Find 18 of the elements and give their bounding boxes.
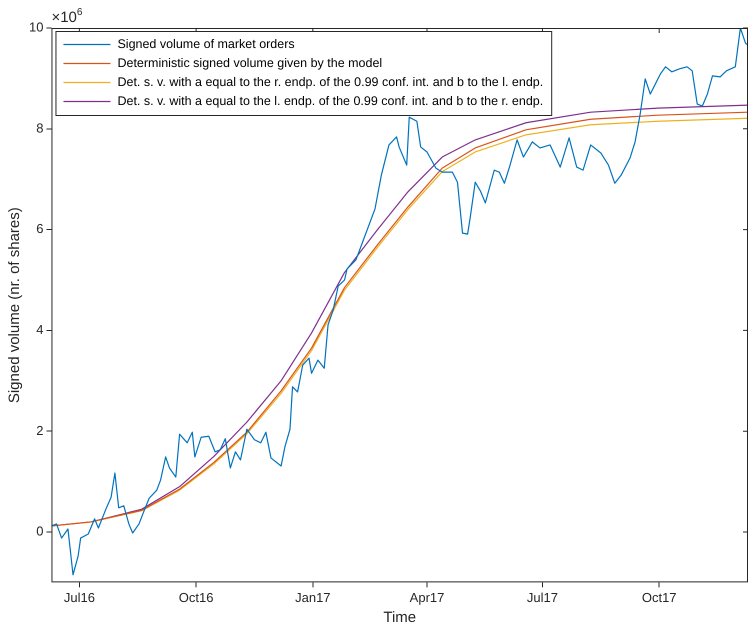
x-tick-label: Jul16 — [64, 590, 95, 605]
x-tick-label: Jan17 — [295, 590, 331, 605]
x-tick-label: Apr17 — [410, 590, 444, 605]
x-tick-label: Oct17 — [642, 590, 677, 605]
legend-label: Det. s. v. with a equal to the r. endp. of the 0.99 conf. int. and b to the l. endp. — [117, 74, 544, 89]
legend-label: Signed volume of market orders — [117, 36, 295, 51]
x-tick-label: Jul17 — [526, 590, 558, 605]
x-tick-label: Oct16 — [178, 590, 214, 605]
y-tick-label: 8 — [36, 120, 44, 136]
y-tick-label: 6 — [36, 221, 44, 236]
y-tick-label: 4 — [36, 322, 44, 337]
y-tick-label: 10 — [28, 20, 44, 35]
x-axis-title: Time — [383, 609, 416, 626]
y-tick-label: 0 — [36, 524, 44, 539]
legend-label: Deterministic signed volume given by the model — [117, 56, 382, 70]
legend-label: Det. s. v. with a equal to the l. endp. of the 0.99 conf. int. and b to the r. endp. — [117, 94, 544, 108]
y-tick-label: 2 — [36, 422, 44, 438]
y-axis-title: Signed volume (nr. of shares) — [6, 207, 24, 404]
